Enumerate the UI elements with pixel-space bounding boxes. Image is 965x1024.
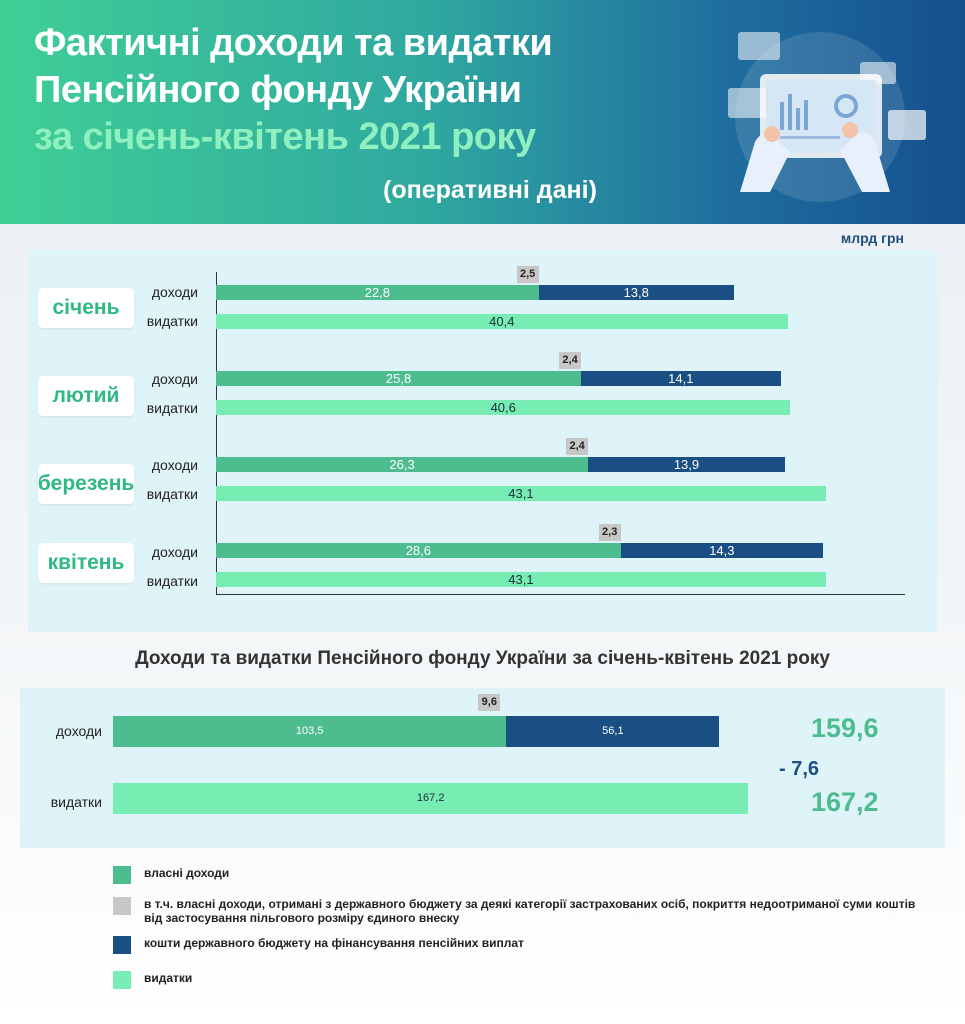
month-label-april: квітень: [38, 543, 134, 583]
expense-value: 43,1: [508, 486, 534, 501]
state-budget-bar: [588, 457, 785, 472]
expense-value: 40,4: [489, 314, 515, 329]
state-budget-value: 14,3: [709, 543, 735, 558]
summary-row-label-income: доходи: [55, 723, 102, 739]
row-label-income: доходи: [151, 371, 198, 387]
own-income-bar: [216, 543, 621, 558]
state-part-value: 2,4: [559, 352, 582, 369]
chart-axis-vertical: [216, 272, 217, 595]
balance-difference-value: - 7,6: [779, 758, 820, 780]
legend-swatch: [113, 971, 131, 989]
state-budget-bar: [581, 371, 781, 386]
row-label-income: доходи: [151, 284, 198, 300]
legend-text: власні доходи: [144, 866, 230, 880]
state-part-value: 2,4: [566, 438, 589, 455]
legend-item-state-budget: кошти державного бюджету на фінансування…: [113, 936, 934, 954]
analytics-illustration: [728, 32, 926, 202]
legend-text: видатки: [144, 971, 193, 985]
summary-chart-title: Доходи та видатки Пенсійного фонду Украї…: [135, 648, 830, 669]
legend-text: кошти державного бюджету на фінансування…: [144, 936, 524, 950]
page-title: Фактичні доходи та видатки Пенсійного фо…: [34, 20, 553, 161]
expense-value: 40,6: [490, 400, 516, 415]
state-budget-bar: [620, 543, 824, 558]
legend-swatch: [113, 897, 131, 915]
own-income-value: 26,3: [389, 457, 415, 472]
operational-data-note: (оперативні дані): [383, 176, 597, 204]
expense-bar: [216, 314, 788, 329]
month-label-march: березень: [38, 464, 134, 504]
title-line-1: Фактичні доходи та видатки: [34, 22, 553, 64]
title-line-2: Пенсійного фонду України: [34, 69, 522, 111]
summary-row-label-expense: видатки: [50, 794, 102, 810]
row-label-expense: видатки: [146, 313, 198, 329]
own-income-bar: [216, 285, 539, 300]
state-budget-bar: [506, 716, 720, 747]
legend-swatch: [113, 936, 131, 954]
state-budget-value: 13,8: [623, 285, 649, 300]
state-part-value: 2,5: [516, 266, 539, 283]
expense-bar: [113, 783, 749, 814]
own-income-value: 103,5: [295, 725, 324, 737]
state-part-value: 9,6: [478, 694, 501, 711]
expense-value: 43,1: [508, 572, 534, 587]
expense-bar: [216, 486, 826, 501]
legend-item-own-income: власні доходи: [113, 866, 934, 884]
own-income-value: 25,8: [385, 371, 412, 386]
month-label-january: січень: [38, 288, 134, 328]
monthly-chart-panel: [28, 250, 938, 632]
own-income-value: 28,6: [405, 543, 431, 558]
expense-value: 167,2: [416, 792, 445, 804]
row-label-expense: видатки: [146, 573, 198, 589]
row-label-expense: видатки: [146, 486, 198, 502]
own-income-bar: [216, 457, 589, 472]
chart-axis-horizontal: [216, 594, 905, 595]
state-budget-bar: [538, 285, 734, 300]
state-part-value: 2,3: [598, 524, 621, 541]
legend-swatch: [113, 866, 131, 884]
legend-text: в т.ч. власні доходи, отримані з державн…: [144, 897, 916, 925]
state-budget-value: 56,1: [602, 725, 624, 737]
expense-bar: [216, 572, 826, 587]
own-income-bar: [216, 371, 582, 386]
state-budget-value: 14,1: [668, 371, 694, 386]
legend-item-state-part: в т.ч. власні доходи, отримані з державн…: [113, 897, 934, 925]
own-income-value: 22,8: [364, 285, 390, 300]
row-label-income: доходи: [151, 457, 198, 473]
state-budget-value: 13,9: [673, 457, 700, 472]
summary-chart-panel: [20, 688, 945, 848]
own-income-bar: [113, 716, 507, 747]
title-line-3: за січень-квітень 2021 року: [34, 116, 536, 158]
total-expense-value: 167,2: [811, 787, 879, 817]
row-label-income: доходи: [151, 544, 198, 560]
legend-item-expenses: видатки: [113, 971, 934, 989]
unit-label: млрд грн: [840, 230, 904, 246]
row-label-expense: видатки: [146, 400, 198, 416]
expense-bar: [216, 400, 791, 415]
total-income-value: 159,6: [811, 713, 879, 743]
month-label-february: лютий: [38, 376, 134, 416]
